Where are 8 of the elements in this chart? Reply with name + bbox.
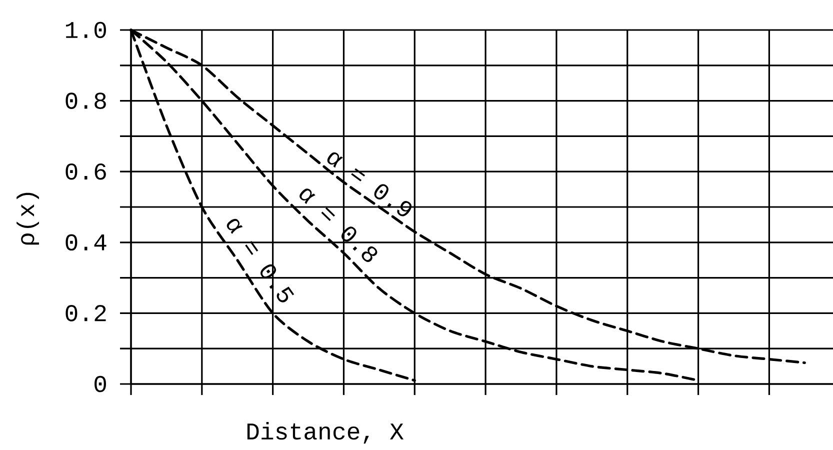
y-tick-label: 0 xyxy=(94,376,106,392)
x-axis-title: Distance, X xyxy=(247,422,404,444)
y-tick-label: 0.8 xyxy=(66,92,106,109)
y-tick-label: 1.0 xyxy=(66,22,106,38)
y-tick-label: 0.6 xyxy=(66,163,106,180)
y-tick-label: 0.2 xyxy=(66,305,106,322)
y-axis-title: ρ(x) xyxy=(16,192,39,245)
y-tick-label: 0.4 xyxy=(66,234,106,251)
